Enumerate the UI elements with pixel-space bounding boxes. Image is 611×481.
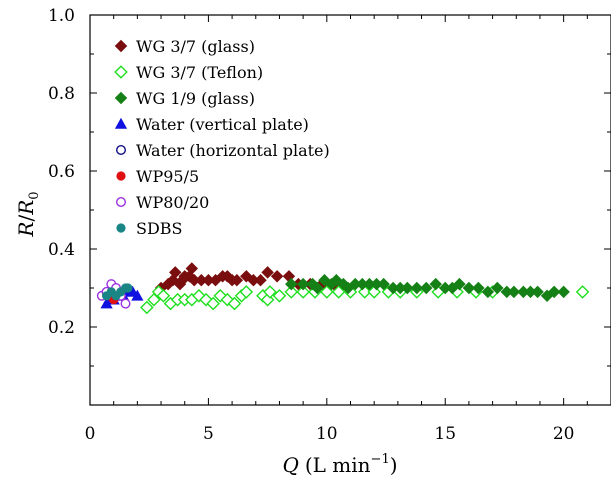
data-point: [557, 285, 570, 299]
data-point: [192, 289, 206, 303]
x-tick-label: 0: [85, 424, 96, 444]
data-point: [239, 285, 254, 299]
data-point: [296, 285, 310, 299]
data-point: [220, 292, 235, 307]
data-point: [169, 266, 182, 279]
data-point: [230, 273, 244, 287]
y-tick-label: 0.8: [48, 84, 75, 104]
data-point: [311, 281, 324, 295]
legend-marker: [115, 144, 126, 155]
y-tick-label: 0.6: [48, 162, 75, 182]
y-tick-label: 0.4: [48, 240, 75, 260]
data-point: [140, 300, 154, 315]
data-point: [263, 285, 277, 299]
series-2: [285, 273, 570, 303]
x-tick-label: 10: [316, 424, 338, 444]
x-tick-label: 20: [553, 424, 575, 444]
x-tick-label: 5: [203, 424, 214, 444]
data-point: [185, 262, 199, 275]
x-tick-label: 15: [434, 424, 456, 444]
data-point: [410, 281, 424, 295]
data-point: [123, 283, 133, 293]
legend-label: Water (horizontal plate): [136, 141, 330, 160]
data-point: [507, 285, 521, 299]
legend-marker: [114, 117, 128, 129]
data-point: [284, 285, 299, 299]
data-point: [206, 296, 220, 311]
data-point: [453, 277, 466, 291]
data-point: [401, 281, 414, 295]
data-point: [331, 285, 346, 299]
legend-marker: [114, 91, 128, 105]
data-point: [131, 289, 144, 301]
data-point: [320, 285, 334, 299]
data-point: [547, 285, 561, 299]
y-tick-label: 1.0: [48, 6, 75, 26]
legend-marker: [116, 171, 126, 181]
data-point: [491, 281, 504, 295]
legend-marker: [114, 65, 128, 79]
data-point: [221, 270, 234, 283]
x-axis-title: Q (L min−1): [282, 452, 397, 477]
legend-marker: [114, 39, 128, 53]
legend-label: WG 3/7 (glass): [136, 37, 255, 56]
data-point: [260, 292, 275, 307]
data-point: [296, 277, 310, 291]
data-point: [575, 285, 590, 299]
data-point: [227, 296, 242, 311]
legend-marker: [116, 223, 126, 233]
data-point: [240, 270, 253, 283]
data-point: [199, 292, 213, 307]
data-point: [272, 289, 287, 303]
data-point: [531, 285, 544, 299]
y-tick-label: 0.2: [48, 318, 75, 338]
legend-label: SDBS: [136, 219, 183, 238]
data-point: [213, 289, 228, 303]
y-axis-title: R/R0: [14, 191, 42, 237]
data-point: [270, 270, 284, 283]
legend-label: WP95/5: [136, 167, 199, 186]
legend-label: WP80/20: [136, 193, 209, 212]
legend-label: WG 3/7 (Teflon): [136, 63, 263, 82]
data-point: [156, 289, 171, 303]
series-7: [101, 283, 133, 301]
legend-marker: [115, 196, 126, 207]
data-point: [472, 281, 485, 295]
legend-label: Water (vertical plate): [136, 115, 309, 134]
data-point: [261, 266, 274, 279]
data-point: [285, 277, 298, 291]
data-point: [462, 281, 476, 295]
data-point: [420, 281, 433, 295]
data-point: [120, 298, 131, 309]
data-point: [377, 277, 390, 291]
data-point: [429, 277, 442, 291]
data-point: [254, 273, 267, 287]
data-point: [481, 285, 495, 299]
legend-label: WG 1/9 (glass): [136, 89, 255, 108]
